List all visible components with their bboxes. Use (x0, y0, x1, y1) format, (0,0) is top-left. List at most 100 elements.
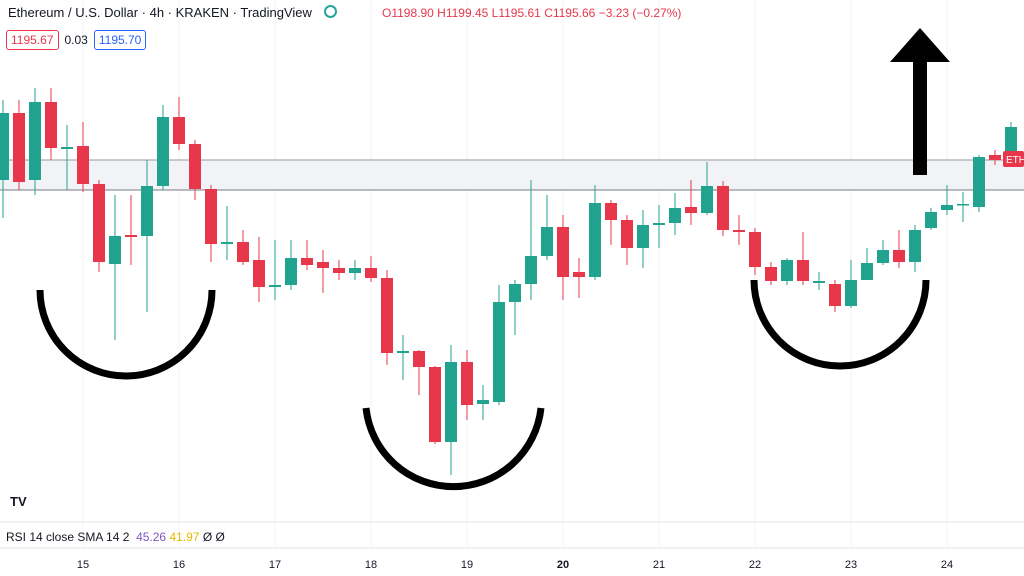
price-tag-bg (1003, 151, 1024, 167)
candle-body (845, 280, 857, 306)
x-tick-label: 23 (845, 559, 857, 571)
x-tick-label: 24 (941, 559, 953, 571)
candle-body (173, 117, 185, 144)
candle-body (1005, 127, 1017, 155)
symbol-title: Ethereum / U.S. Dollar · 4h · KRAKEN · T… (8, 5, 347, 20)
candle-body (349, 268, 361, 273)
candle-body (61, 147, 73, 149)
pattern-arc (750, 279, 930, 370)
candle-body (685, 207, 697, 213)
candle-body (941, 205, 953, 210)
rsi-flag: Ø (215, 530, 225, 544)
candle-body (621, 220, 633, 248)
candle-body (925, 212, 937, 228)
candle-body (589, 203, 601, 277)
candle-body (797, 260, 809, 281)
candle-body (493, 302, 505, 402)
candle-body (557, 227, 569, 277)
candle-body (573, 272, 585, 277)
x-tick-label: 21 (653, 559, 665, 571)
x-tick-label: 20 (557, 559, 569, 571)
candle-body (781, 260, 793, 281)
candle-body (333, 268, 345, 273)
candle-body (909, 230, 921, 262)
x-tick-label: 15 (77, 559, 89, 571)
arrow-shaft (913, 60, 927, 175)
candle-body (221, 242, 233, 244)
candle-body (381, 278, 393, 353)
candle-body (29, 102, 41, 180)
arrow-head (890, 28, 950, 62)
candle-body (365, 268, 377, 278)
pattern-arc (36, 289, 216, 380)
rsi-value: 45.26 (136, 530, 167, 544)
rsi-legend: RSI 14 close SMA 14 2 45.26 41.97 Ø Ø (6, 530, 225, 544)
candle-body (269, 285, 281, 287)
annotations (36, 28, 950, 491)
candle-body (749, 232, 761, 267)
candle-body (301, 258, 313, 265)
candle-body (829, 284, 841, 306)
symbol: Ethereum / U.S. Dollar · 4h · KRAKEN · T… (8, 5, 312, 20)
status-dot (323, 5, 337, 18)
candle-body (989, 155, 1001, 160)
candle-body (669, 208, 681, 223)
sma-value: 41.97 (169, 530, 200, 544)
candle-body (973, 157, 985, 207)
candle-body (205, 189, 217, 244)
candle-body (253, 260, 265, 287)
candle-body (541, 227, 553, 256)
ask[interactable]: 1195.70 (93, 30, 147, 50)
candle-body (717, 186, 729, 230)
candle-body (157, 117, 169, 186)
ohlc-change: −3.23 (−0.27%) (598, 6, 682, 20)
rsi-name: RSI 14 close SMA 14 2 (6, 530, 130, 544)
zone (0, 160, 1024, 190)
candle-body (605, 203, 617, 220)
ohlc-low: L1195.61 (491, 6, 541, 20)
candle-body (893, 250, 905, 262)
candle-body (813, 281, 825, 283)
candle-body (77, 146, 89, 184)
candle-body (445, 362, 457, 442)
candle-body (125, 235, 137, 237)
bid[interactable]: 1195.67 (6, 30, 59, 50)
candle-body (765, 267, 777, 281)
logo-bg (6, 488, 36, 514)
candle-body (141, 186, 153, 236)
ohlc-close: C1195.66 (544, 6, 596, 20)
logo: TV (10, 494, 27, 509)
ohlc-open: O1198.90 (382, 6, 434, 20)
x-tick-label: 19 (461, 559, 473, 571)
candle-body (109, 236, 121, 264)
candle-body (477, 400, 489, 404)
candle-body (93, 184, 105, 262)
ohlc: O1198.90 H1199.45 L1195.61 C1195.66 −3.2… (382, 6, 681, 20)
x-tick-label: 18 (365, 559, 377, 571)
price-tag: ETH (1006, 155, 1024, 166)
candle-body (189, 144, 201, 189)
candle-body (429, 367, 441, 442)
candle-body (285, 258, 297, 285)
candle-body (0, 113, 9, 180)
candle-body (637, 225, 649, 248)
candle-body (701, 186, 713, 213)
candle-body (653, 223, 665, 225)
spread: 0.03 (64, 33, 88, 47)
candle-body (957, 204, 969, 206)
candle-body (733, 230, 745, 232)
candle-body (861, 263, 873, 280)
pattern-arc (362, 407, 545, 491)
candle-body (397, 351, 409, 353)
x-tick-label: 16 (173, 559, 185, 571)
candle-body (13, 113, 25, 182)
ohlc-high: H1199.45 (437, 6, 489, 20)
candle-body (413, 351, 425, 367)
candle-body (461, 362, 473, 405)
quote-badges: 1195.67 0.03 1195.70 (6, 30, 147, 50)
candle-body (509, 284, 521, 302)
x-tick-label: 22 (749, 559, 761, 571)
x-tick-label: 17 (269, 559, 281, 571)
